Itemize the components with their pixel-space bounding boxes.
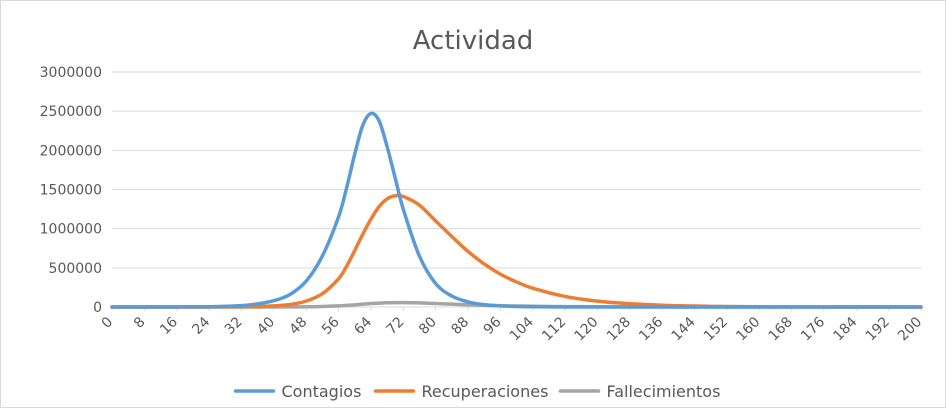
x-tick-label: 184 bbox=[830, 314, 860, 344]
x-tick-label: 152 bbox=[701, 314, 731, 344]
y-tick-label: 0 bbox=[93, 300, 102, 316]
y-tick-label: 1500000 bbox=[40, 183, 102, 199]
axes: 0 500000 1000000 1500000 2000000 2500000 30000… bbox=[40, 65, 926, 344]
legend-item-fallecimientos: Fallecimientos bbox=[558, 382, 721, 401]
x-tick-label: 0 bbox=[99, 314, 117, 332]
x-tick-label: 48 bbox=[287, 314, 311, 338]
legend-label: Contagios bbox=[282, 382, 362, 401]
x-tick-label: 88 bbox=[448, 314, 472, 338]
x-tick-label: 96 bbox=[481, 314, 505, 338]
x-tick-label: 200 bbox=[895, 314, 925, 344]
x-tick-label: 128 bbox=[604, 314, 634, 344]
y-tick-label: 3000000 bbox=[40, 65, 102, 81]
x-tick-label: 104 bbox=[507, 314, 537, 344]
y-tick-label: 500000 bbox=[49, 261, 102, 277]
y-tick-label: 1000000 bbox=[40, 222, 102, 238]
legend-label: Recuperaciones bbox=[422, 382, 549, 401]
x-tick-label: 32 bbox=[222, 314, 246, 338]
x-tick-label: 144 bbox=[669, 314, 699, 344]
x-tick-label: 120 bbox=[571, 314, 601, 344]
x-tick-label: 176 bbox=[798, 314, 828, 344]
legend: Contagios Recuperaciones Fallecimientos bbox=[233, 382, 721, 401]
x-tick-label: 160 bbox=[733, 314, 763, 344]
chart-title: Actividad bbox=[413, 26, 534, 56]
x-tick-label: 72 bbox=[384, 314, 408, 338]
y-tick-label: 2500000 bbox=[40, 104, 102, 120]
x-tick-label: 24 bbox=[189, 314, 213, 338]
x-tick-label: 56 bbox=[319, 314, 343, 338]
x-tick-label: 136 bbox=[636, 314, 666, 344]
series-line-recuperaciones bbox=[110, 193, 923, 309]
x-tick-label: 80 bbox=[416, 314, 440, 338]
x-tick-label: 16 bbox=[157, 314, 181, 338]
x-tick-label: 112 bbox=[539, 314, 569, 344]
legend-item-recuperaciones: Recuperaciones bbox=[373, 382, 549, 401]
x-tick-label: 192 bbox=[863, 314, 893, 344]
series-line-contagios bbox=[110, 111, 923, 309]
x-tick-label: 168 bbox=[766, 314, 796, 344]
gridlines bbox=[112, 71, 921, 308]
y-tick-label: 2000000 bbox=[40, 143, 102, 159]
legend-label: Fallecimientos bbox=[607, 382, 721, 401]
legend-item-contagios: Contagios bbox=[233, 382, 362, 401]
x-tick-label: 40 bbox=[254, 314, 278, 338]
series-lines bbox=[110, 111, 923, 309]
x-tick-label: 64 bbox=[351, 314, 375, 338]
x-tick-label: 8 bbox=[131, 314, 149, 332]
